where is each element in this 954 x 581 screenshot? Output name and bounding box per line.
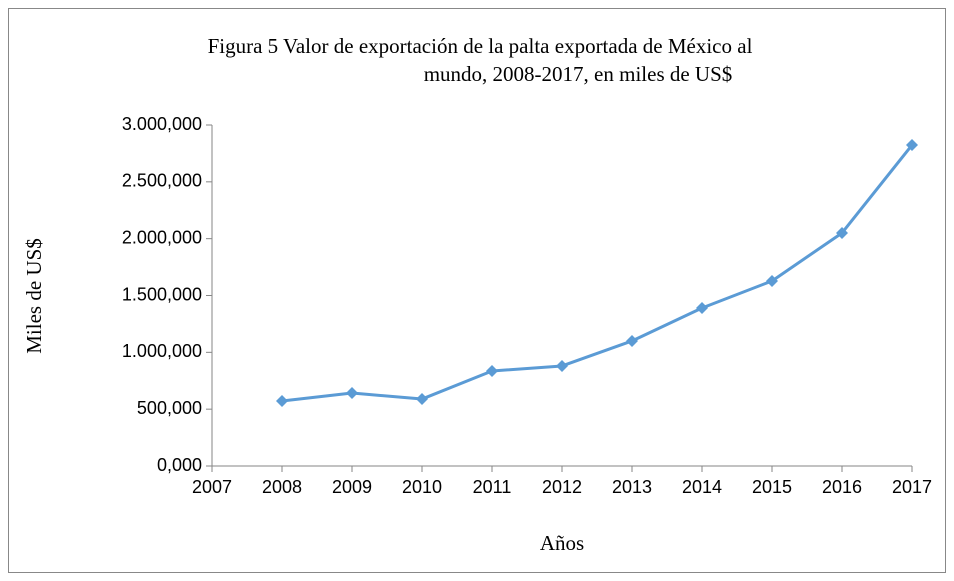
x-tick-label: 2010 [402, 477, 442, 497]
point-marker [696, 302, 708, 315]
x-tick-label: 2011 [473, 477, 512, 497]
y-tick-label: 0,000 [157, 455, 202, 475]
y-tick-label: 1.500,000 [122, 284, 202, 304]
point-marker [836, 226, 848, 239]
chart-title: mundo, 2008-2017, en miles de US$ [424, 62, 733, 86]
point-marker [556, 359, 568, 372]
x-tick-label: 2014 [682, 477, 722, 497]
point-marker [416, 393, 428, 406]
x-tick-label: 2017 [892, 477, 932, 497]
x-tick-label: 2016 [822, 477, 862, 497]
point-marker [906, 139, 918, 152]
point-marker [766, 274, 778, 287]
point-marker [276, 394, 288, 407]
x-tick-label: 2007 [192, 477, 232, 497]
x-tick-label: 2013 [612, 477, 652, 497]
chart-title: Figura 5 Valor de exportación de la palt… [208, 34, 753, 58]
y-tick-label: 2.500,000 [122, 171, 202, 191]
x-tick-label: 2015 [752, 477, 792, 497]
y-tick-label: 2.000,000 [122, 227, 202, 247]
y-tick-label: 3.000,000 [122, 114, 202, 134]
x-tick-label: 2009 [332, 477, 372, 497]
y-tick-label: 500,000 [137, 398, 202, 418]
y-tick-label: 1.000,000 [122, 341, 202, 361]
chart-frame [8, 8, 946, 573]
point-marker [346, 387, 358, 400]
x-tick-label: 2012 [542, 477, 582, 497]
x-axis-title: Años [540, 531, 584, 555]
line-series [281, 144, 914, 403]
point-marker [486, 364, 498, 377]
point-marker [626, 334, 638, 347]
x-tick-label: 2008 [262, 477, 302, 497]
y-axis-title: Miles de US$ [22, 238, 46, 354]
